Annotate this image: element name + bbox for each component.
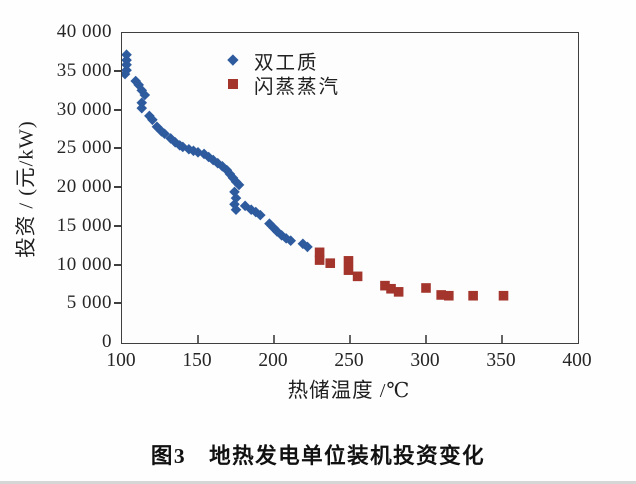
data-point-flash	[352, 271, 363, 282]
x-tick-label: 350	[486, 350, 516, 371]
data-point-binary	[276, 229, 287, 241]
plot-area: 双工质 闪蒸蒸汽	[121, 32, 579, 344]
legend-label: 闪蒸蒸汽	[254, 76, 341, 98]
y-tick-mark	[114, 302, 121, 305]
y-tick-mark	[114, 108, 121, 111]
scatter-plot-canvas	[122, 49, 509, 343]
y-tick-label: 25 000	[56, 137, 112, 159]
y-tick-label: 35 000	[56, 59, 112, 81]
x-tick-label: 200	[258, 350, 288, 371]
data-point-binary	[250, 206, 262, 218]
data-point-flash	[468, 290, 478, 301]
data-point-binary	[239, 200, 251, 212]
data-point-binary	[159, 128, 170, 140]
data-point-binary	[285, 235, 297, 246]
data-point-flash	[393, 287, 404, 297]
x-tick-label: 250	[334, 350, 364, 371]
data-point-binary	[297, 238, 309, 250]
data-point-flash	[380, 280, 390, 291]
data-point-binary	[255, 209, 266, 221]
data-point-flash	[314, 255, 325, 265]
data-point-binary	[224, 168, 236, 180]
data-point-binary	[302, 241, 313, 253]
y-tick-mark	[114, 224, 121, 227]
data-point-binary	[230, 204, 242, 215]
data-point-flash	[421, 283, 431, 293]
legend: 双工质 闪蒸蒸汽	[226, 48, 341, 98]
x-axis-title: 热储温度 /℃	[287, 380, 411, 402]
x-tick-label: 100	[106, 350, 136, 371]
y-tick-mark	[114, 147, 121, 150]
y-tick-label: 5 000	[66, 292, 112, 314]
y-tick-label: 40 000	[56, 21, 112, 42]
y-tick-label: 20 000	[56, 176, 112, 197]
x-tick-label: 400	[562, 350, 592, 371]
data-point-flash	[325, 258, 336, 268]
y-tick-mark	[114, 69, 121, 72]
data-point-binary	[136, 102, 148, 114]
legend-item-binary: 双工质	[226, 48, 340, 74]
data-point-binary	[245, 204, 257, 215]
data-point-flash	[444, 290, 454, 301]
data-point-flash	[498, 290, 509, 301]
data-point-binary	[133, 79, 145, 91]
data-point-flash	[343, 265, 354, 275]
square-marker-icon	[228, 79, 238, 89]
legend-label: 双工质	[254, 52, 319, 74]
y-tick-mark	[114, 263, 121, 266]
data-point-flash	[386, 283, 396, 294]
y-tick-label: 15 000	[56, 214, 112, 236]
data-point-binary	[230, 192, 242, 204]
x-tick-label: 300	[410, 350, 440, 371]
y-tick-label: 0	[102, 331, 112, 352]
page-bottom-rule	[0, 481, 636, 484]
data-point-binary	[227, 172, 239, 184]
data-point-binary	[122, 68, 131, 80]
diamond-marker-icon	[227, 54, 239, 66]
legend-marker-box	[226, 77, 240, 91]
data-point-binary	[221, 164, 233, 176]
data-point-flash	[314, 247, 325, 258]
data-point-binary	[271, 226, 283, 237]
legend-item-flash: 闪蒸蒸汽	[226, 72, 341, 98]
x-tick-label: 150	[182, 350, 212, 371]
data-point-binary	[165, 133, 176, 144]
y-tick-label: 10 000	[56, 253, 112, 275]
y-tick-label: 30 000	[56, 98, 112, 120]
figure-caption: 图3 地热发电单位装机投资变化	[150, 444, 486, 468]
data-point-flash	[436, 290, 446, 300]
data-point-binary	[230, 176, 242, 188]
legend-marker-box	[226, 53, 240, 67]
data-point-flash	[343, 256, 354, 266]
data-point-binary	[207, 154, 219, 166]
y-tick-mark	[114, 186, 121, 188]
